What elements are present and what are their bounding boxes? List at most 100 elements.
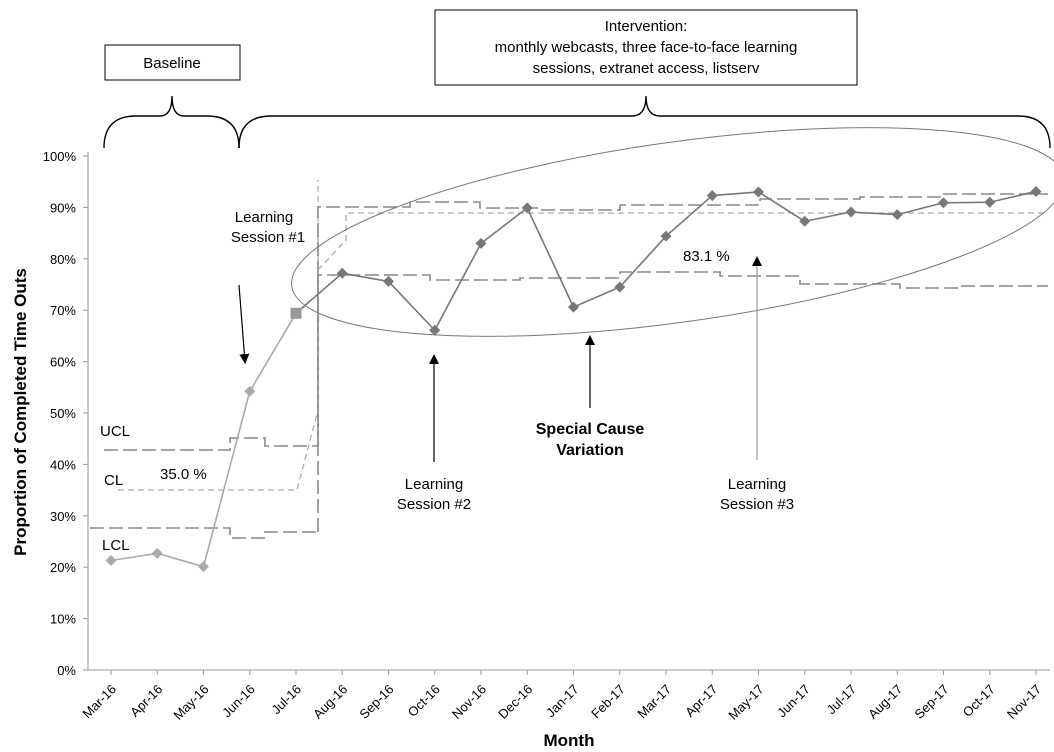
series-line-segment bbox=[665, 194, 713, 237]
y-tick-label: 10% bbox=[50, 612, 76, 627]
ls3-label-line-2: Session #3 bbox=[720, 496, 794, 513]
series-line-segment bbox=[804, 211, 852, 223]
data-point bbox=[151, 547, 163, 559]
baseline-label: Baseline bbox=[143, 55, 201, 72]
baseline-cl-line bbox=[118, 180, 319, 491]
series-line-segment bbox=[850, 211, 898, 216]
intervention-ucl-line bbox=[317, 193, 1048, 446]
baseline-cl-value: 35.0 % bbox=[160, 466, 207, 483]
intervention-line-2: sessions, extranet access, listserv bbox=[533, 60, 760, 77]
x-tick-label: Jul-16 bbox=[268, 682, 304, 718]
data-point bbox=[383, 275, 394, 287]
baseline-control-limits bbox=[90, 180, 319, 539]
intervention-cl-value: 83.1 % bbox=[683, 248, 730, 265]
data-point bbox=[290, 307, 302, 319]
series-line-segment bbox=[202, 391, 251, 567]
data-point bbox=[1030, 185, 1042, 197]
series-line-segment bbox=[619, 235, 667, 288]
y-tick-label: 90% bbox=[50, 200, 76, 215]
intervention-line-1: monthly webcasts, three face-to-face lea… bbox=[495, 39, 798, 56]
data-point bbox=[336, 267, 348, 279]
data-point bbox=[845, 206, 857, 218]
ucl-label: UCL bbox=[100, 423, 130, 440]
data-point bbox=[706, 190, 718, 202]
baseline-box bbox=[104, 44, 241, 81]
data-point bbox=[753, 186, 764, 198]
data-point bbox=[198, 561, 209, 573]
series-line-segment bbox=[526, 207, 575, 308]
x-tick-label: Oct-16 bbox=[405, 682, 443, 720]
ls1-arrow bbox=[238, 284, 250, 364]
y-tick-label: 40% bbox=[50, 457, 76, 472]
data-point bbox=[938, 197, 949, 209]
x-tick-label: Apr-16 bbox=[127, 682, 165, 720]
data-point bbox=[799, 215, 811, 227]
scv-label-line-2: Variation bbox=[556, 442, 624, 459]
intervention-box bbox=[434, 9, 858, 86]
ls2-label-line-1: Learning bbox=[405, 476, 463, 493]
series-line-segment bbox=[342, 272, 389, 283]
x-tick-label: Feb-17 bbox=[588, 682, 628, 722]
x-tick-label: Sep-17 bbox=[911, 682, 951, 722]
series-line-segment bbox=[480, 207, 528, 245]
ls3-label-line-1: Learning bbox=[728, 476, 786, 493]
intervention-lcl-line bbox=[317, 271, 1048, 532]
x-tick-label: Aug-16 bbox=[310, 682, 350, 722]
series-line-segment bbox=[110, 552, 158, 562]
x-tick-label: Mar-17 bbox=[634, 682, 674, 722]
intervention-cl-line bbox=[317, 212, 1048, 271]
data-point bbox=[614, 281, 626, 293]
series-line-segment bbox=[897, 201, 944, 216]
baseline-ucl-line bbox=[104, 437, 318, 451]
series-line-segment bbox=[712, 191, 759, 197]
series-line-segment bbox=[758, 191, 806, 222]
intervention-title: Intervention: bbox=[605, 18, 688, 35]
data-point bbox=[521, 202, 533, 214]
x-tick-label: Mar-16 bbox=[79, 682, 119, 722]
x-tick-label: Nov-17 bbox=[1004, 682, 1044, 722]
ls1-label-line-1: Learning bbox=[235, 209, 293, 226]
intervention-brace bbox=[238, 95, 1051, 149]
x-tick-label: May-17 bbox=[725, 682, 766, 723]
baseline-lcl-line bbox=[90, 527, 318, 539]
x-tick-label: Aug-17 bbox=[865, 682, 905, 722]
x-tick-label: Jun-16 bbox=[219, 682, 258, 721]
x-tick-label: Nov-16 bbox=[449, 682, 489, 722]
x-axis-title: Month bbox=[544, 731, 595, 750]
x-tick-label: Oct-17 bbox=[960, 682, 998, 720]
ls2-label-line-2: Session #2 bbox=[397, 496, 471, 513]
y-tick-label: 70% bbox=[50, 303, 76, 318]
data-point bbox=[568, 301, 579, 313]
series-line-segment bbox=[573, 286, 621, 308]
series-line-segment bbox=[989, 190, 1037, 204]
y-tick-label: 20% bbox=[50, 560, 76, 575]
data-point bbox=[429, 324, 441, 336]
x-tick-label: Jul-17 bbox=[823, 682, 859, 718]
data-point bbox=[475, 237, 487, 249]
series-line-segment bbox=[387, 280, 436, 331]
y-tick-label: 60% bbox=[50, 355, 76, 370]
x-tick-label: Jun-17 bbox=[774, 682, 813, 721]
data-point bbox=[244, 385, 256, 397]
x-tick-label: Sep-16 bbox=[356, 682, 396, 722]
x-tick-label: Dec-16 bbox=[495, 682, 535, 722]
series-line-segment bbox=[157, 552, 204, 568]
y-tick-label: 50% bbox=[50, 406, 76, 421]
x-tick-label: Apr-17 bbox=[682, 682, 720, 720]
data-point bbox=[891, 209, 903, 221]
lcl-label: LCL bbox=[102, 537, 130, 554]
data-point bbox=[105, 555, 117, 567]
y-axis-title: Proportion of Completed Time Outs bbox=[11, 268, 30, 556]
ls1-label-line-2: Session #1 bbox=[231, 229, 305, 246]
data-point bbox=[984, 196, 996, 208]
y-tick-label: 100% bbox=[43, 149, 77, 164]
series-line-segment bbox=[295, 272, 343, 314]
cl-label: CL bbox=[104, 472, 123, 489]
intervention-control-limits bbox=[317, 193, 1048, 532]
series-line-segment bbox=[434, 243, 482, 331]
series-line-segment bbox=[943, 201, 990, 204]
scv-label-line-1: Special Cause bbox=[536, 421, 645, 438]
series-line-segment bbox=[249, 312, 297, 392]
x-tick-label: Jan-17 bbox=[543, 682, 582, 721]
